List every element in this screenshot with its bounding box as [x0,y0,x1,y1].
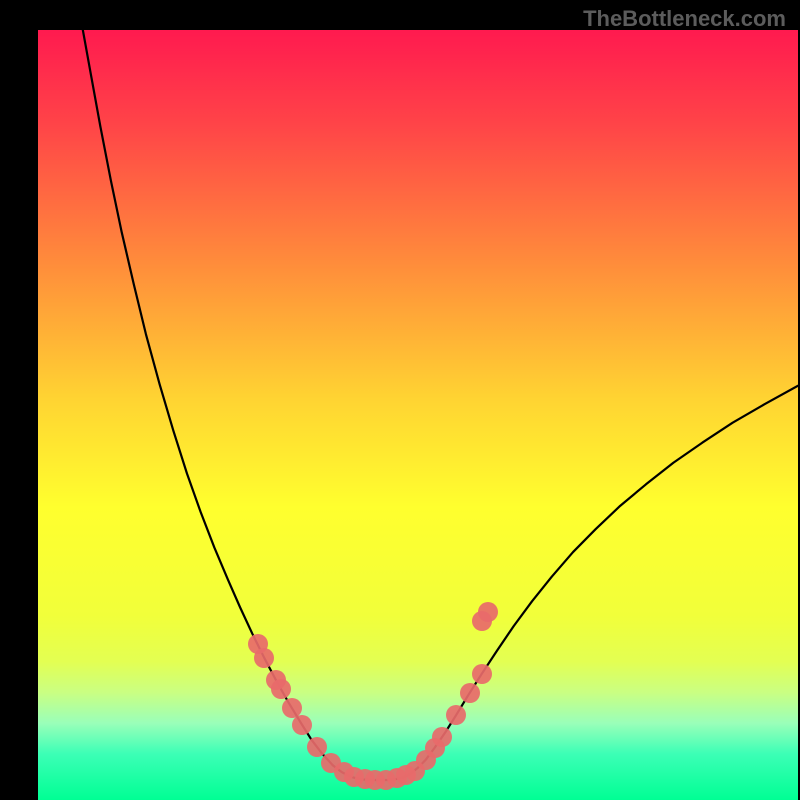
data-marker [432,727,452,747]
data-marker [478,602,498,622]
data-marker [307,737,327,757]
data-marker [292,715,312,735]
watermark: TheBottleneck.com [583,6,786,32]
chart-stage: TheBottleneck.com [0,0,800,800]
marker-layer [38,30,798,800]
data-marker [472,664,492,684]
data-marker [271,679,291,699]
data-marker [254,648,274,668]
data-marker [446,705,466,725]
data-marker [460,683,480,703]
plot-region [38,30,798,800]
